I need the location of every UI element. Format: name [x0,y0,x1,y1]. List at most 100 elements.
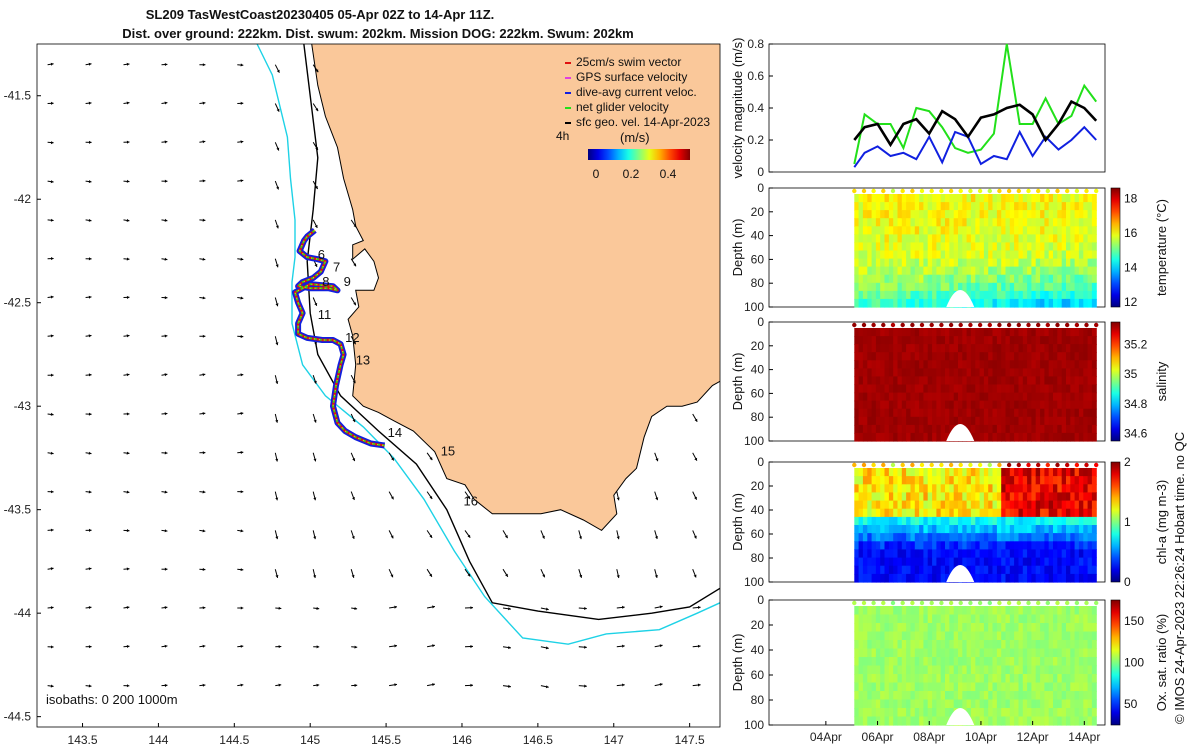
heatmap-cell [979,623,985,633]
heatmap-cell [862,258,868,268]
heatmap-cell [983,691,989,701]
heatmap-cell [888,194,894,203]
heatmap-cell [1022,533,1028,542]
heatmap-cell [966,468,972,477]
heatmap-cell [966,614,972,624]
heatmap-cell [858,525,864,534]
heatmap-cell [979,210,985,219]
heatmap-cell [1048,614,1054,624]
heatmap-cell [936,476,942,485]
heatmap-cell [862,665,868,675]
legend-swim: 25cm/s swim vector [576,55,681,69]
velocity-ylabel: velocity magnitude (m/s) [730,38,745,179]
heatmap-cell [979,360,985,369]
vector-arrow-head [126,257,130,261]
heatmap-cell [949,352,955,361]
heatmap-cell [897,274,903,284]
heatmap-cell [1014,376,1019,386]
heatmap-cell [923,408,929,418]
heatmap-cell [1044,691,1050,701]
heatmap-cell [923,218,929,227]
heatmap-cell [958,648,963,658]
heatmap-cell [884,691,890,701]
heatmap-cell [1048,194,1054,203]
heatmap-cell [1091,606,1097,616]
heatmap-cell [893,516,899,526]
heatmap-cell [897,266,903,276]
vector-arrow-head [88,295,92,299]
heatmap-cell [1018,392,1024,402]
heatmap-cell [927,392,933,402]
heatmap-cell [1027,266,1032,276]
heatmap-cell [996,549,1002,559]
heatmap-cell [880,541,886,550]
heatmap-cell [858,344,864,353]
heatmap-cell [927,708,933,718]
heatmap-cell [875,258,881,268]
vector-arrow-head [394,605,397,609]
heatmap-cell [854,699,860,709]
heatmap-cell [940,384,946,394]
heatmap-cell [923,699,929,709]
heatmap-cell [1048,682,1054,692]
heatmap-cell [979,290,985,300]
heatmap-cell [1044,573,1050,583]
heatmap-cell [910,565,916,575]
heatmap-cell [1001,290,1007,300]
heatmap-cell [945,424,950,434]
heatmap-cell [953,416,959,426]
heatmap-cell [932,674,937,684]
heatmap-cell [1005,516,1011,526]
heatmap-cell [919,541,924,550]
heatmap-cell [966,416,972,426]
heatmap-cell [1035,328,1041,337]
vector-arrow-head [164,529,168,533]
heatmap-cell [888,360,894,369]
velocity-ytick-label: 0.6 [747,69,764,83]
heatmap-cell [945,400,950,410]
heatmap-cell [1087,400,1093,410]
heatmap-cell [936,525,942,534]
heatmap-cell [966,648,972,658]
vector-arrow-head [88,490,92,494]
heatmap-cell [910,282,916,292]
vector-arrow-head [126,644,130,648]
heatmap-cell [914,360,920,369]
heatmap-cell [1005,258,1011,268]
heatmap-cell [1070,392,1076,402]
heatmap-cell [901,274,907,284]
heatmap-cell [1087,392,1093,402]
heatmap-cell [1018,416,1024,426]
vector-arrow-head [542,535,545,539]
heatmap-cell [906,674,911,684]
heatmap-cell [983,274,989,284]
heatmap-cell [1066,549,1071,559]
heatmap-cell [958,508,963,518]
vector-arrow-head [391,457,394,461]
heatmap-cell [953,665,959,675]
surface-sample [987,188,992,194]
heatmap-cell [988,368,994,378]
heatmap-cell [945,408,950,418]
map-xtick-label: 146 [452,733,472,747]
heatmap-cell [940,400,946,410]
heatmap-cell [936,657,942,667]
heatmap-cell [880,674,886,684]
heatmap-cell [880,432,886,442]
heatmap-cell [927,691,933,701]
heatmap-cell [1091,218,1097,227]
vector-arrow-head [50,218,54,222]
vector-arrow-head [88,606,92,609]
heatmap-cell [854,250,860,260]
heatmap-cell [875,274,881,284]
heatmap-cell [945,614,950,624]
heatmap-cell [945,716,950,726]
heatmap-cell [854,708,860,718]
heatmap-cell [1044,500,1050,510]
heatmap-cell [901,210,907,219]
heatmap-cell [1027,631,1032,641]
heatmap-cell [1078,476,1084,485]
heatmap-cell [1083,525,1089,534]
heatmap-cell [927,282,933,292]
heatmap-cell [1066,631,1071,641]
